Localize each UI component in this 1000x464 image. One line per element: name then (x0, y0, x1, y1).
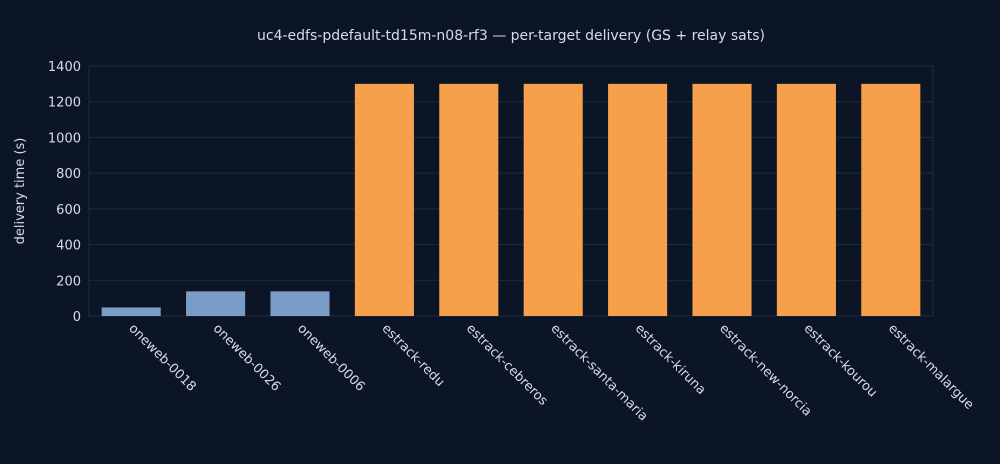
bar-estrack-santa-maria[interactable] (523, 83, 583, 316)
y-tick-label: 400 (56, 239, 81, 254)
y-tick-label: 600 (56, 203, 81, 218)
chart-title: uc4-edfs-pdefault-td15m-n08-rf3 — per-ta… (257, 28, 765, 44)
y-tick-label: 1000 (48, 131, 81, 146)
y-tick-label: 200 (56, 274, 81, 289)
bar-oneweb-0006[interactable] (270, 291, 330, 316)
x-tick-label: estrack-kourou (801, 321, 880, 400)
y-axis-ticks: 0 200 400 600 800 1000 1200 1400 (48, 60, 81, 325)
x-tick-label: estrack-new-norcia (716, 321, 814, 419)
grid-lines (88, 65, 934, 317)
y-tick-label: 0 (73, 310, 81, 325)
x-tick-label: estrack-malargue (885, 321, 976, 412)
x-tick-label: oneweb-0026 (210, 321, 283, 394)
bars (101, 83, 921, 316)
bar-estrack-kiruna[interactable] (608, 83, 668, 316)
bar-estrack-redu[interactable] (354, 83, 414, 316)
x-tick-label: estrack-redu (379, 321, 448, 390)
x-tick-label: estrack-santa-maria (547, 321, 650, 424)
y-tick-label: 1200 (48, 96, 81, 111)
x-tick-label: estrack-cebreros (463, 321, 551, 409)
x-tick-label: estrack-kiruna (632, 321, 709, 398)
x-axis-ticks: oneweb-0018 oneweb-0026 oneweb-0006 estrack… (125, 321, 976, 424)
bar-estrack-new-norcia[interactable] (692, 83, 752, 316)
y-tick-label: 800 (56, 167, 81, 182)
bar-oneweb-0026[interactable] (186, 291, 246, 316)
y-tick-label: 1400 (48, 60, 81, 75)
x-tick-label: oneweb-0006 (294, 321, 367, 394)
bar-oneweb-0018[interactable] (101, 307, 161, 316)
bar-estrack-kourou[interactable] (776, 83, 836, 316)
x-tick-label: oneweb-0018 (125, 321, 198, 394)
bar-estrack-malargue[interactable] (861, 83, 921, 316)
y-axis-title: delivery time (s) (13, 138, 28, 245)
bar-estrack-cebreros[interactable] (439, 83, 499, 316)
